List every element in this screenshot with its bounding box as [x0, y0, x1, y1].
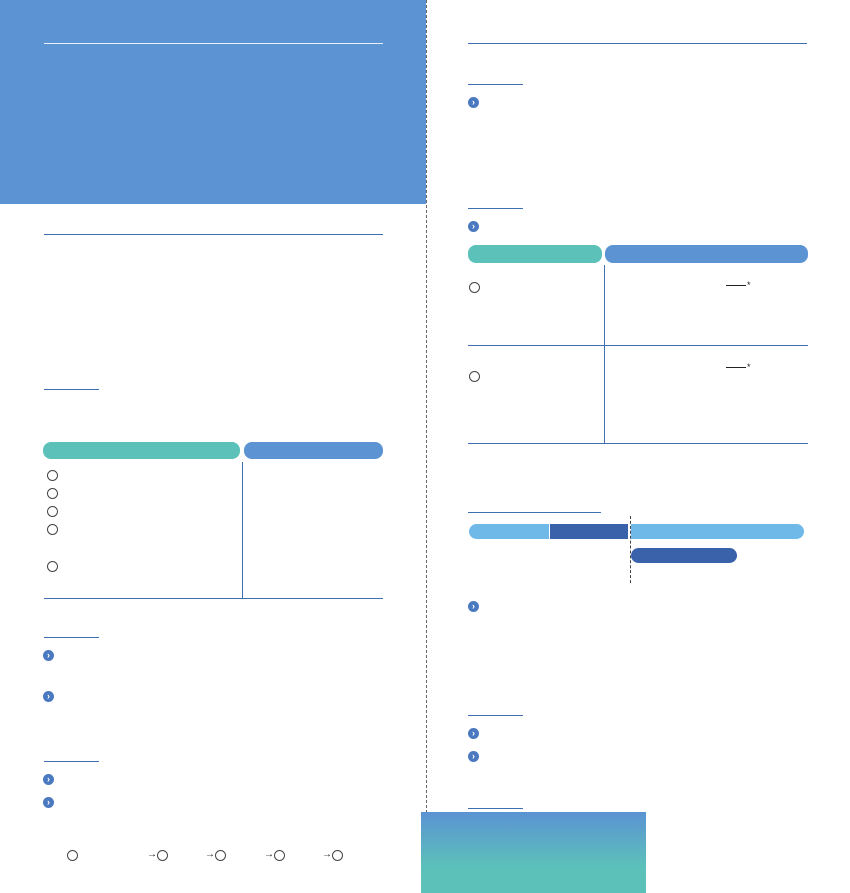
timeline-subsegment — [631, 548, 737, 563]
chevron-right-icon: › — [468, 728, 479, 739]
note-line — [726, 285, 746, 286]
section-rule-right — [468, 43, 807, 44]
table-header-right-col — [605, 245, 808, 263]
subheading-underline-5 — [468, 208, 523, 209]
header-rule — [44, 43, 383, 44]
table-header-left-col — [43, 442, 240, 459]
circle-icon — [157, 850, 168, 861]
note-line — [726, 367, 746, 368]
circle-icon — [469, 282, 480, 293]
circle-icon — [274, 850, 285, 861]
subheading-underline-7 — [468, 715, 523, 716]
chevron-right-icon: › — [468, 601, 479, 612]
circle-icon — [47, 524, 58, 535]
chevron-right-icon: › — [43, 650, 54, 661]
subheading-underline-1 — [44, 389, 99, 390]
gradient-box — [421, 812, 646, 893]
subheading-underline-4 — [468, 84, 523, 85]
timeline-segment-2 — [550, 524, 628, 539]
circle-icon — [215, 850, 226, 861]
table-header-right-col — [244, 442, 383, 459]
arrow-right-icon: → — [205, 849, 215, 860]
subheading-underline-8 — [468, 808, 523, 809]
table-column-divider — [242, 462, 243, 598]
arrow-right-icon: → — [264, 849, 274, 860]
circle-icon — [47, 561, 58, 572]
timeline-marker — [630, 516, 631, 583]
table-column-divider — [604, 265, 605, 443]
circle-icon — [47, 488, 58, 499]
timeline-segment-3 — [631, 524, 804, 539]
circle-icon — [67, 850, 78, 861]
subheading-underline-3 — [44, 761, 99, 762]
asterisk-icon: * — [747, 280, 751, 290]
subheading-underline-2 — [44, 637, 99, 638]
chevron-right-icon: › — [43, 691, 54, 702]
chevron-right-icon: › — [43, 774, 54, 785]
timeline-segment-1 — [469, 524, 549, 539]
chevron-right-icon: › — [43, 797, 54, 808]
chevron-right-icon: › — [468, 97, 479, 108]
table-header-left-col — [468, 245, 602, 263]
circle-icon — [47, 470, 58, 481]
circle-icon — [469, 371, 480, 382]
table-row-rule — [468, 345, 808, 346]
section-rule-left — [44, 234, 383, 235]
table-bottom-rule — [468, 443, 808, 444]
subheading-underline-6 — [468, 512, 601, 513]
header-banner — [0, 0, 426, 204]
circle-icon — [332, 850, 343, 861]
arrow-right-icon: → — [147, 849, 157, 860]
table-bottom-rule — [44, 598, 383, 599]
chevron-right-icon: › — [468, 751, 479, 762]
column-divider — [426, 0, 427, 893]
chevron-right-icon: › — [468, 221, 479, 232]
asterisk-icon: * — [747, 362, 751, 372]
circle-icon — [47, 506, 58, 517]
arrow-right-icon: → — [322, 849, 332, 860]
